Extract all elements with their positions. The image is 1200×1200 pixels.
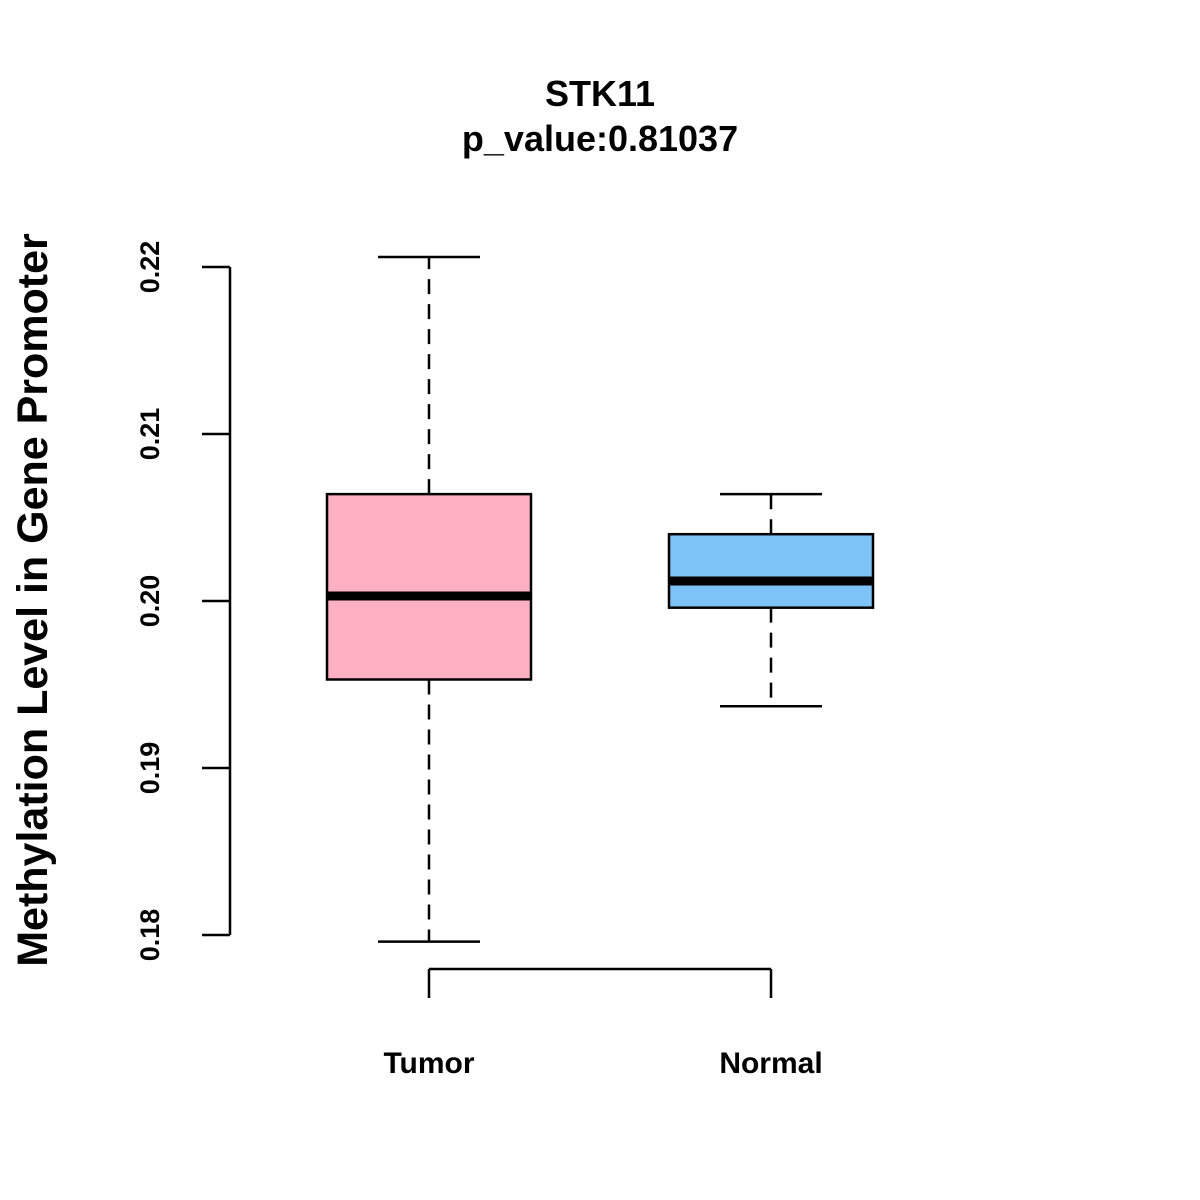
chart-title: STK11 [545,73,655,114]
x-tick-label-normal: Normal [719,1047,822,1080]
box-normal [667,492,875,708]
iqr-box-normal [667,532,875,609]
y-axis-label: Methylation Level in Gene Promoter [9,233,57,967]
y-axis: 0.18 0.19 0.20 0.21 0.22 [135,241,232,962]
y-tick-label: 0.21 [135,408,165,461]
box-tumor [325,255,533,943]
y-tick-label: 0.22 [135,241,165,294]
y-tick-label: 0.18 [135,909,165,962]
x-tick-label-tumor: Tumor [383,1047,474,1080]
x-axis: Tumor Normal [383,967,823,1080]
boxes-group [325,255,875,943]
y-tick-label: 0.20 [135,575,165,628]
iqr-box-tumor [325,492,533,681]
y-tick-label: 0.19 [135,742,165,795]
chart-subtitle: p_value:0.81037 [462,118,738,159]
